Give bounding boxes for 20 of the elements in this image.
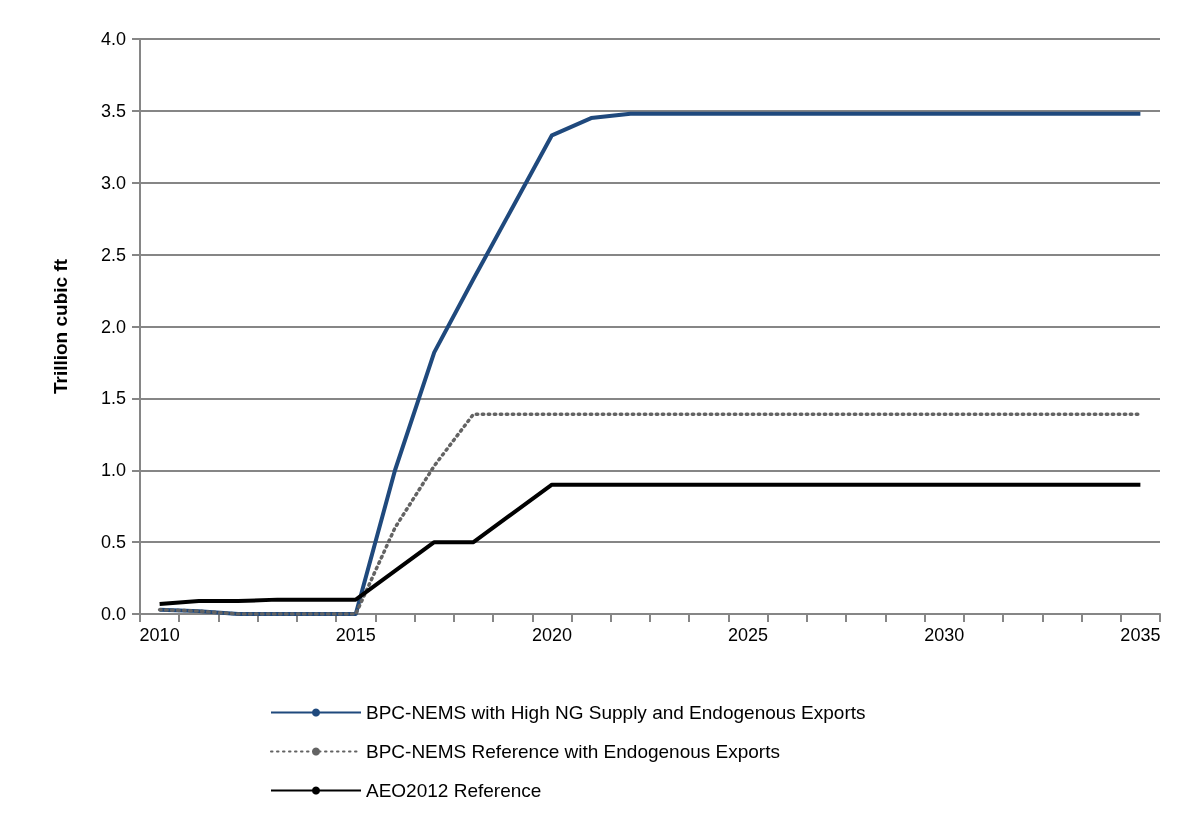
y-tick-label: 2.5 xyxy=(100,244,126,265)
y-tick-label: 4.0 xyxy=(100,29,126,49)
y-tick-label: 1.5 xyxy=(100,388,126,409)
y-tick-label: 1.0 xyxy=(100,460,126,481)
legend-label: BPC-NEMS Reference with Endogenous Exports xyxy=(366,741,780,762)
x-tick-label: 2010 xyxy=(139,625,180,645)
y-axis-title: Trillion cubic ft xyxy=(50,258,71,395)
y-tick-label: 2.0 xyxy=(100,316,126,337)
x-tick-label: 2020 xyxy=(531,625,572,645)
legend-label: BPC-NEMS with High NG Supply and Endogenous Exports xyxy=(366,702,866,723)
y-tick-label: 3.5 xyxy=(100,100,126,121)
x-tick-label: 2015 xyxy=(335,625,376,645)
y-tick-label: 0.5 xyxy=(100,532,126,553)
x-tick-label: 2030 xyxy=(924,625,965,645)
y-tick-label: 0.0 xyxy=(100,604,126,624)
y-tick-label: 3.0 xyxy=(100,172,126,193)
line-series xyxy=(157,482,1143,606)
x-tick-label: 2025 xyxy=(728,625,769,645)
legend-label: AEO2012 Reference xyxy=(366,780,542,801)
x-tick-label: 2035 xyxy=(1120,625,1161,645)
